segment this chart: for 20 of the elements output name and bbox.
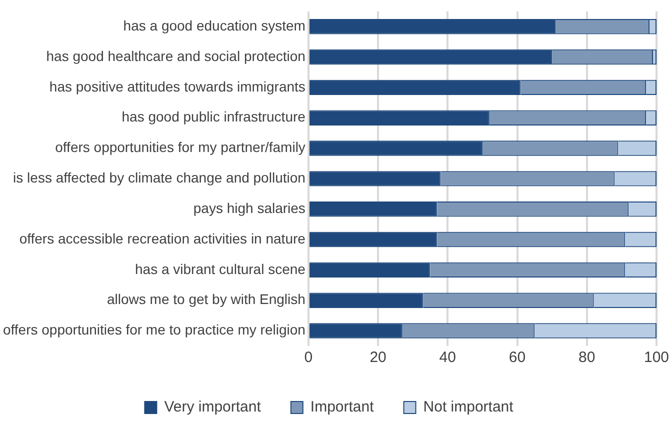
y-tick-label: offers opportunities for my partner/family bbox=[55, 139, 306, 156]
x-tick-label: 0 bbox=[304, 349, 313, 366]
y-tick-label: has good public infrastructure bbox=[122, 108, 306, 125]
x-tick-label: 100 bbox=[644, 349, 669, 366]
y-tick-label: offers accessible recreation activities in nature bbox=[19, 230, 306, 246]
y-tick-label: has positive attitudes towards immigrants bbox=[49, 78, 306, 94]
x-tick-label: 80 bbox=[578, 349, 596, 366]
y-tick-label: is less affected by climate change and pollution bbox=[13, 170, 306, 186]
y-tick-label: pays high salaries bbox=[193, 200, 306, 216]
y-tick-label: has a vibrant cultural scene bbox=[135, 260, 306, 277]
legend-label: Important bbox=[310, 398, 375, 416]
y-tick-label: allows me to get by with English bbox=[107, 291, 306, 308]
y-tick-label: has good healthcare and social protection bbox=[46, 48, 306, 64]
x-tick-label: 20 bbox=[370, 349, 386, 366]
x-tick-label: 60 bbox=[508, 349, 526, 366]
legend-label: Not important bbox=[423, 398, 514, 416]
legend-label: Very important bbox=[164, 398, 262, 416]
y-tick-label: has a good education system bbox=[123, 17, 306, 34]
y-tick-label: offers opportunities for me to practice my religion bbox=[3, 322, 306, 338]
x-tick-label: 40 bbox=[439, 349, 456, 366]
